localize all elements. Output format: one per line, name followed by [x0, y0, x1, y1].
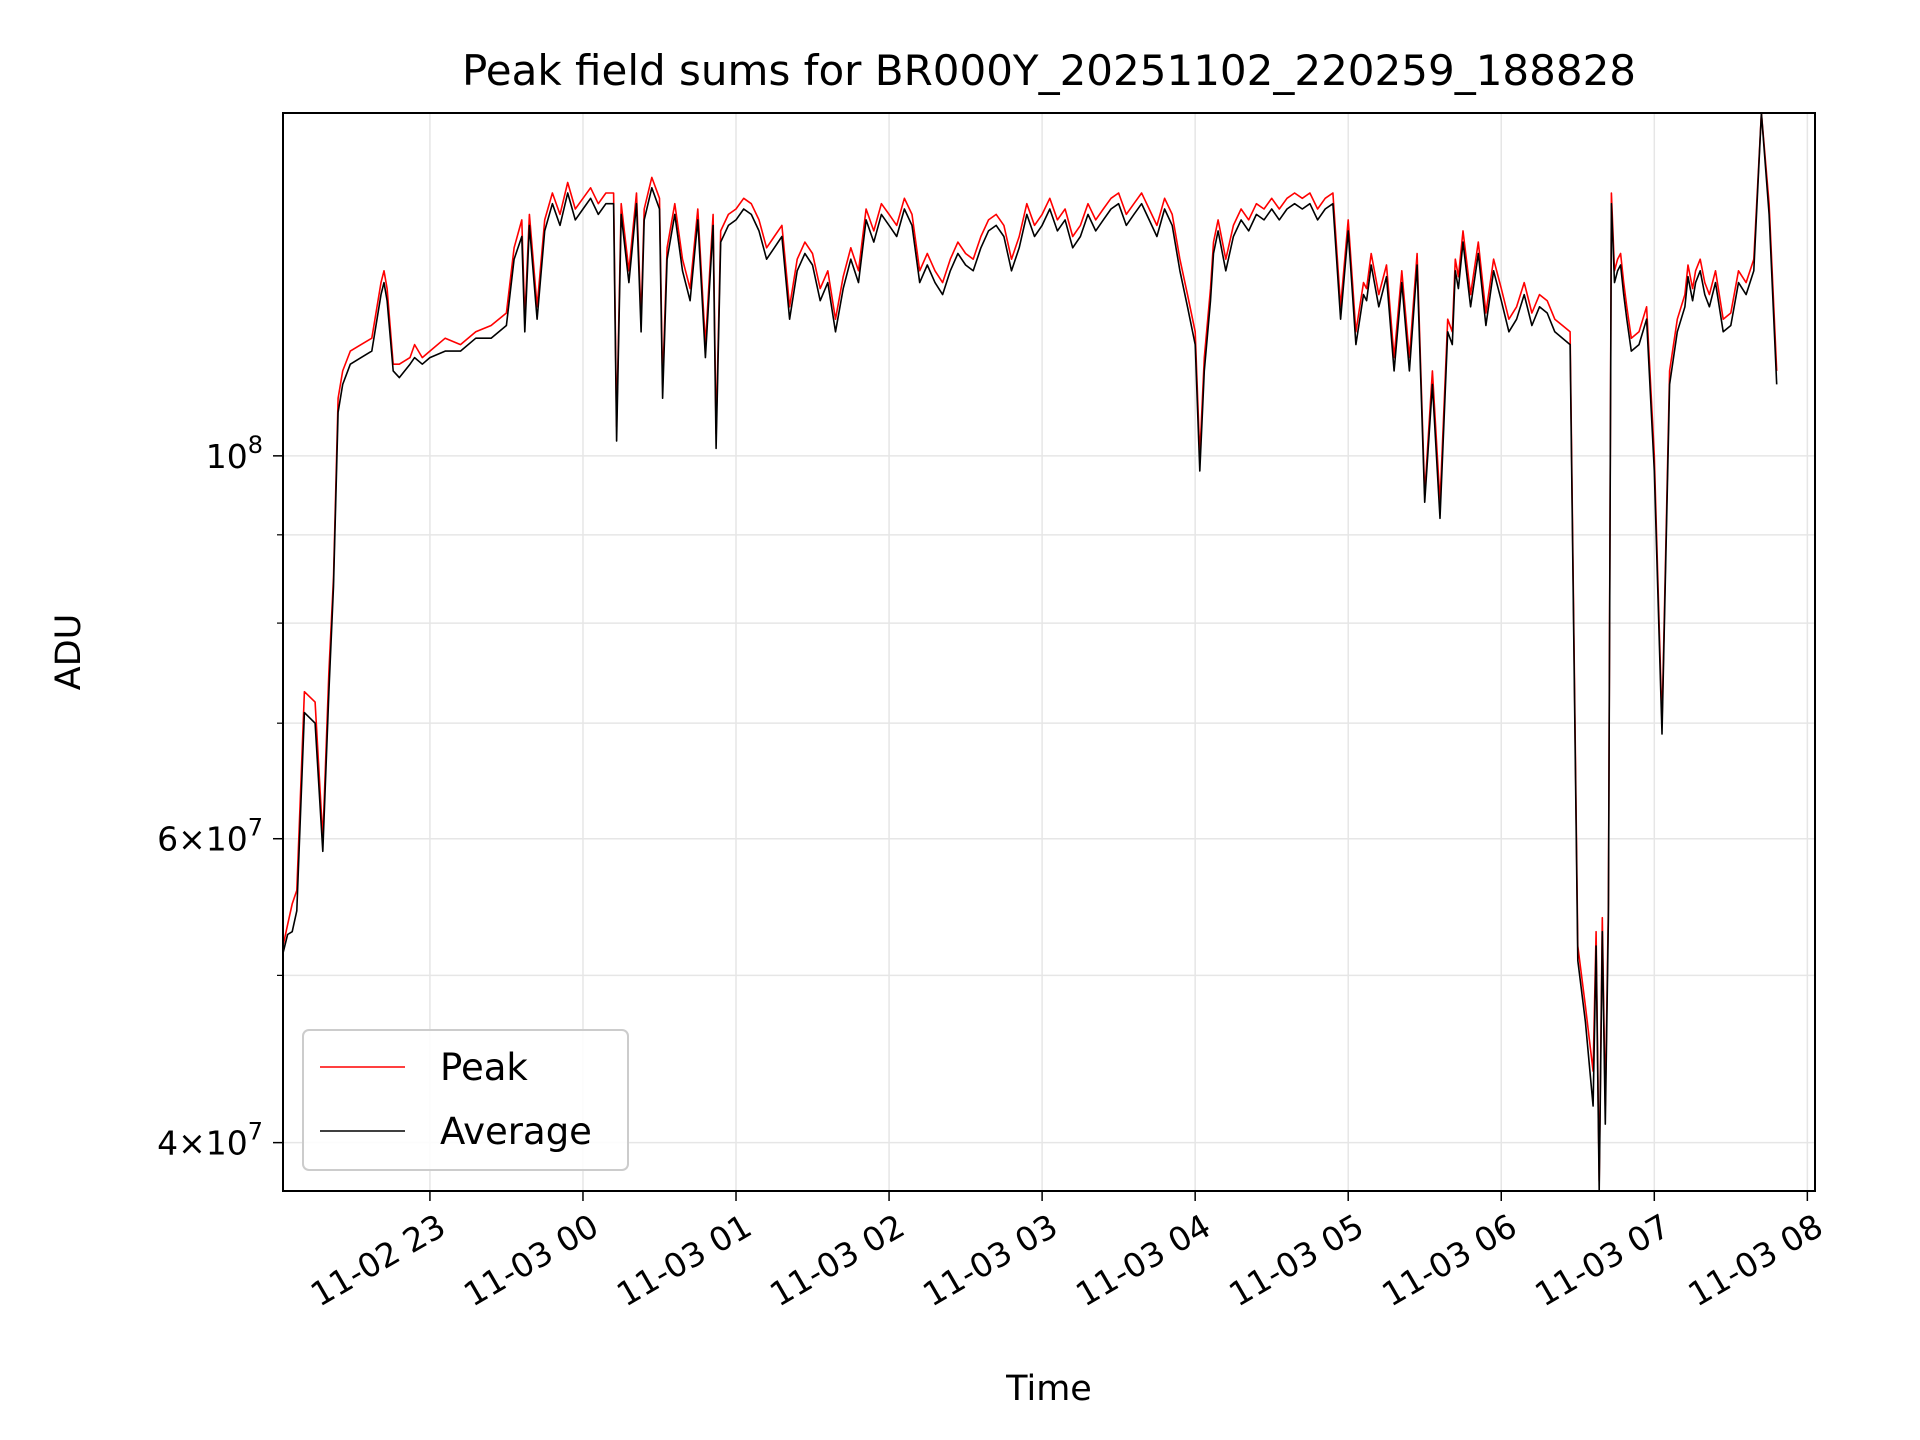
series-line-peak — [282, 112, 1778, 1182]
y-axis-title: ADU — [49, 614, 89, 691]
legend-box — [302, 1029, 629, 1171]
y-tick-label: 108 — [206, 431, 263, 476]
y-tick-label: 6×107 — [157, 814, 263, 859]
legend-label-peak: Peak — [440, 1046, 528, 1089]
series-group — [282, 112, 1778, 1192]
grid — [283, 113, 1815, 1191]
legend-label-average: Average — [440, 1110, 592, 1153]
series-line-average — [282, 112, 1778, 1192]
legend: Peak Average — [302, 1029, 629, 1171]
y-axis-ticks: 108 6×107 4×107 — [157, 431, 283, 1163]
chart-title: Peak field sums for BR000Y_20251102_2202… — [462, 46, 1636, 95]
plot-frame — [282, 112, 1816, 1192]
x-axis-title: Time — [1005, 1369, 1092, 1409]
y-tick-label: 4×107 — [157, 1118, 263, 1163]
